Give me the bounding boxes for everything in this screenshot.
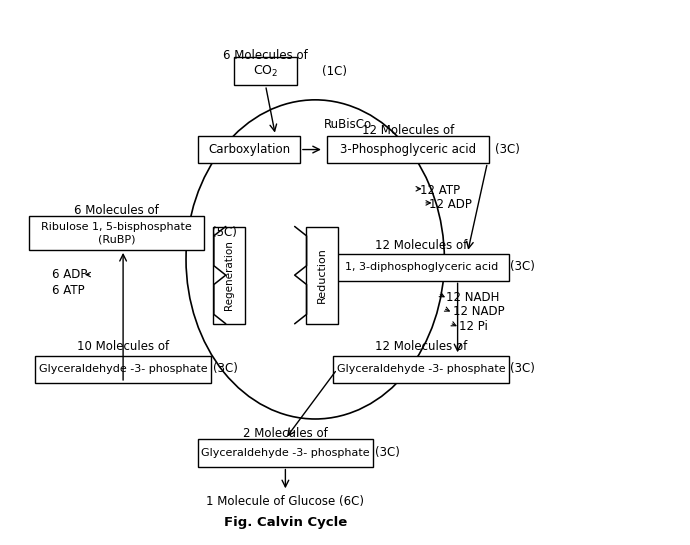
FancyBboxPatch shape: [213, 227, 245, 324]
Text: Ribulose 1, 5-bisphosphate
(RuBP): Ribulose 1, 5-bisphosphate (RuBP): [41, 222, 192, 244]
Text: 12 NADP: 12 NADP: [453, 305, 504, 318]
Text: 12 ADP: 12 ADP: [429, 198, 472, 211]
Text: (3C): (3C): [495, 143, 520, 155]
Text: 12 ATP: 12 ATP: [420, 184, 460, 197]
Text: 3-Phosphoglyceric acid: 3-Phosphoglyceric acid: [340, 143, 476, 156]
Text: 6 Molecules of: 6 Molecules of: [74, 204, 159, 217]
FancyBboxPatch shape: [35, 356, 211, 383]
Text: RuBisCo: RuBisCo: [324, 118, 373, 131]
Text: 12 Molecules of: 12 Molecules of: [362, 124, 454, 137]
FancyBboxPatch shape: [327, 136, 489, 163]
FancyBboxPatch shape: [306, 227, 337, 324]
Text: Regeneration: Regeneration: [224, 240, 234, 310]
Text: 10 Molecules of: 10 Molecules of: [77, 340, 169, 353]
Text: (3C): (3C): [375, 446, 400, 459]
Text: 6 Molecules of: 6 Molecules of: [223, 49, 308, 62]
Text: 1, 3-diphosphoglyceric acid: 1, 3-diphosphoglyceric acid: [344, 262, 497, 272]
FancyBboxPatch shape: [333, 356, 509, 383]
FancyBboxPatch shape: [197, 439, 373, 467]
Text: 2 Molecules of: 2 Molecules of: [243, 427, 328, 440]
FancyBboxPatch shape: [29, 216, 204, 250]
Text: 6 ATP: 6 ATP: [52, 284, 85, 297]
Text: (1C): (1C): [322, 65, 347, 78]
Text: Carboxylation: Carboxylation: [208, 143, 290, 156]
FancyBboxPatch shape: [333, 253, 509, 281]
Text: Reduction: Reduction: [317, 247, 327, 303]
Text: CO$_2$: CO$_2$: [253, 64, 278, 78]
Text: (3C): (3C): [213, 362, 237, 376]
Text: 12 Molecules of: 12 Molecules of: [375, 239, 467, 252]
Text: Glyceraldehyde -3- phosphate: Glyceraldehyde -3- phosphate: [337, 364, 506, 374]
Text: Glyceraldehyde -3- phosphate: Glyceraldehyde -3- phosphate: [39, 364, 208, 374]
Text: 12 Molecules of: 12 Molecules of: [375, 340, 467, 353]
FancyBboxPatch shape: [197, 136, 300, 163]
Text: 12 Pi: 12 Pi: [459, 320, 488, 333]
Text: (3C): (3C): [510, 261, 535, 273]
Text: 1 Molecule of Glucose (6C): 1 Molecule of Glucose (6C): [206, 495, 364, 508]
Text: 6 ADP: 6 ADP: [52, 268, 88, 281]
Text: (3C): (3C): [510, 362, 535, 376]
FancyBboxPatch shape: [234, 57, 297, 86]
Text: 12 NADH: 12 NADH: [446, 290, 500, 304]
Text: Fig. Calvin Cycle: Fig. Calvin Cycle: [224, 516, 347, 529]
Text: (5C): (5C): [212, 226, 237, 239]
Text: Glyceraldehyde -3- phosphate: Glyceraldehyde -3- phosphate: [201, 448, 370, 458]
